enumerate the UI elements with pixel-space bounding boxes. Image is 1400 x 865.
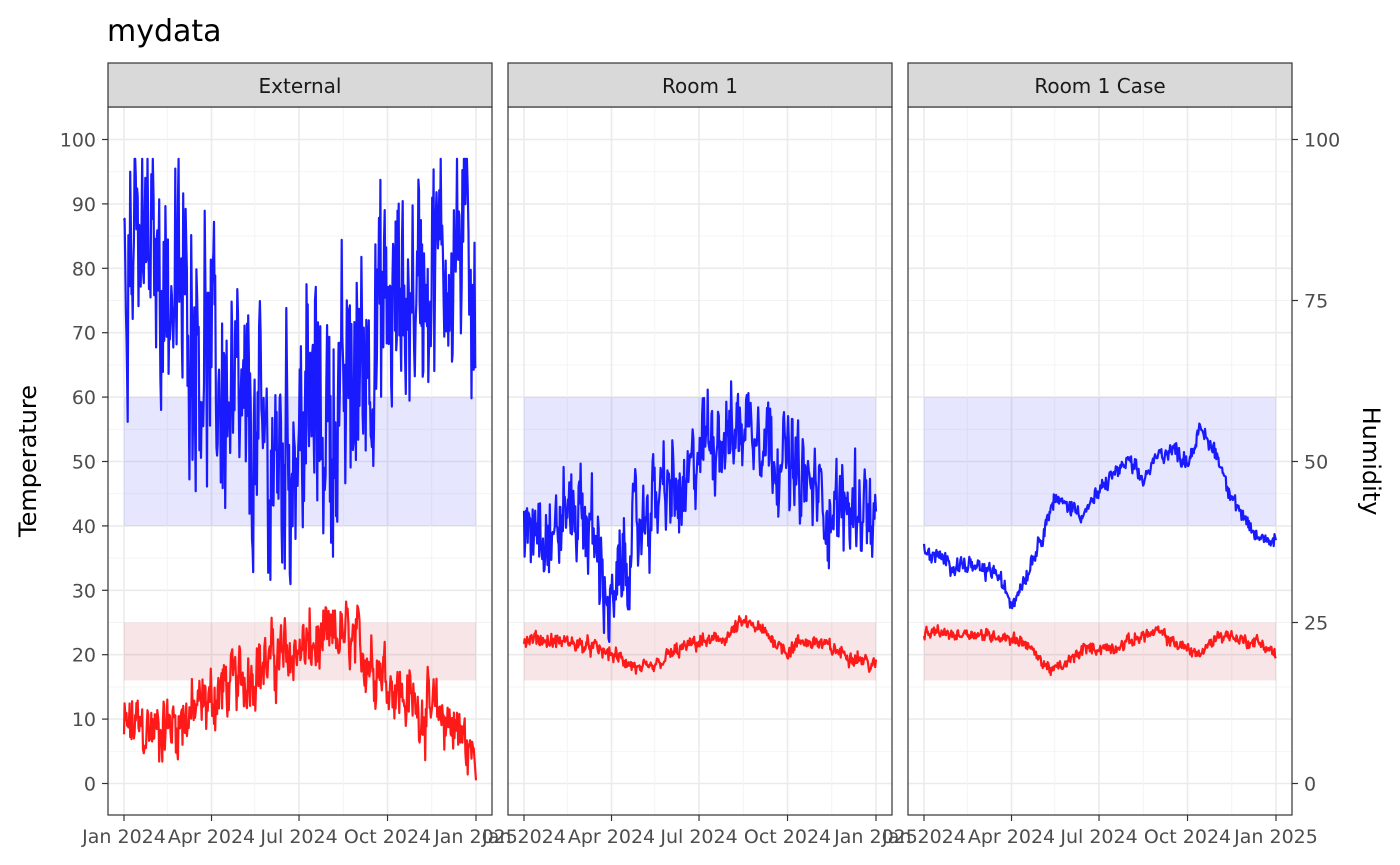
y-tick-label-right: 0 [1304,774,1316,796]
y-axis-title-left: Temperature [14,385,42,538]
temperature-range-band [524,622,876,681]
x-tick-label: Jan 2024 [81,826,166,848]
y-tick-label-left: 0 [84,774,96,796]
humidity-line [522,380,878,643]
y-tick-label-left: 100 [60,130,96,152]
y-axis-title-right: Humidity [1357,407,1385,516]
facet-strip [907,62,1293,108]
facet-strip-label: Room 1 Case [1034,74,1165,98]
facet-strip [107,62,493,108]
y-tick-label-left: 60 [72,387,96,409]
y-tick-label-right: 50 [1304,452,1328,474]
y-tick-label-right: 100 [1304,130,1340,152]
humidity-range-band [924,397,1276,526]
x-tick-label: Oct 2024 [1144,826,1231,848]
humidity-line [922,422,1278,610]
x-tick-label: Jan 2025 [1233,826,1318,848]
facet-strip-label: Room 1 [662,74,738,98]
x-tick-label: Apr 2024 [968,826,1055,848]
facet-strip [507,62,893,108]
y-tick-label-right: 25 [1304,613,1328,635]
temperature-line [122,600,478,781]
facet-strip-label: External [259,74,342,98]
x-tick-label: Oct 2024 [744,826,831,848]
x-tick-label: Jul 2024 [259,826,337,848]
temperature-line [522,615,878,675]
y-tick-label-right: 75 [1304,291,1328,313]
facet-panel: Room 1 Jan 2024 Apr 2024 Jul 2024 Oct 2024 Ja… [481,62,918,848]
x-tick-label: Jan 2024 [481,826,566,848]
y-tick-label-left: 30 [72,580,96,602]
x-tick-label: Jan 2024 [881,826,966,848]
y-tick-label-left: 80 [72,258,96,280]
x-tick-label: Apr 2024 [168,826,255,848]
chart-title: mydata [107,14,222,49]
facet-panel: Room 1 Case Jan 2024 Apr 2024 Jul 2024 Oct 2… [881,62,1318,848]
y-tick-label-left: 50 [72,452,96,474]
x-tick-label: Jan 2025 [433,826,518,848]
temperature-line [922,624,1277,677]
y-tick-label-left: 20 [72,645,96,667]
x-tick-label: Oct 2024 [344,826,431,848]
x-tick-label: Jan 2025 [833,826,918,848]
x-tick-label: Jul 2024 [1059,826,1137,848]
x-tick-label: Jul 2024 [659,826,737,848]
humidity-line [122,157,477,586]
y-tick-label-left: 90 [72,194,96,216]
y-tick-label-left: 10 [72,709,96,731]
x-tick-label: Apr 2024 [568,826,655,848]
y-tick-label-left: 70 [72,323,96,345]
y-tick-label-left: 40 [72,516,96,538]
facet-panel: External Jan 2024 Apr 2024 Jul 2024 Oct 2024… [81,62,518,848]
